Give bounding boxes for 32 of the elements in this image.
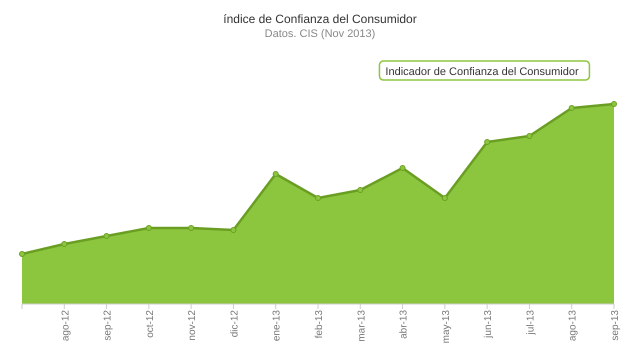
x-tick-label: ago-13 (568, 310, 579, 342)
chart-subtitle: Datos. CIS (Nov 2013) (264, 28, 376, 40)
x-tick-label: feb-13 (314, 310, 325, 338)
x-tick-label: ene-13 (272, 310, 283, 342)
point (19, 251, 25, 257)
x-tick-label: sep-13 (610, 310, 621, 341)
point (61, 241, 68, 247)
point (315, 195, 321, 201)
point (442, 195, 448, 201)
point (104, 233, 110, 239)
x-tick-label: nov-12 (187, 310, 198, 341)
x-tick-label: abr-13 (398, 310, 410, 339)
x-tick-label: dic-12 (229, 310, 240, 338)
point (611, 101, 617, 107)
point (484, 139, 490, 145)
point (400, 165, 406, 171)
x-tick-label: sep-12 (102, 310, 114, 341)
point (357, 187, 364, 193)
x-tick-label: ago-12 (60, 310, 72, 342)
x-tick-label: jun-13 (483, 310, 494, 339)
point (230, 227, 236, 233)
point (188, 225, 194, 231)
point (146, 225, 152, 231)
point (526, 133, 532, 139)
point (272, 171, 279, 177)
text: Indicador de Confianza del Consumidor (385, 66, 579, 78)
point (568, 105, 575, 111)
x-tick-label: jul-13 (525, 310, 536, 336)
x-tick-label: oct-12 (144, 310, 156, 338)
x-tick-label: mar-13 (356, 310, 368, 342)
x-tick-label: may-13 (440, 310, 452, 344)
chart-title: índice de Confianza del Consumidor (223, 12, 417, 26)
